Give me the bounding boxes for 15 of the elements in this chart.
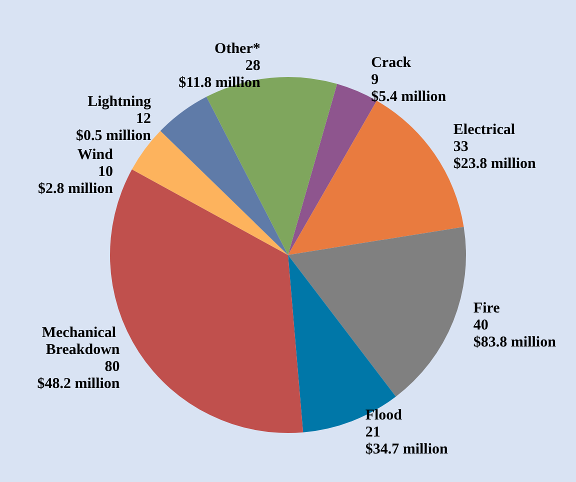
slice-label: Lightning	[88, 94, 152, 110]
slice-label: Electrical	[453, 122, 516, 138]
slice-label: Mechanical Breakdown	[42, 325, 120, 358]
data-label: 33 $23.8 million	[453, 139, 537, 172]
slice-label: Wind	[77, 146, 114, 163]
data-label: 10 $2.8 million	[38, 164, 114, 197]
data-label: 21 $34.7 million	[365, 424, 449, 458]
slice-label: Crack	[371, 55, 412, 72]
slice-label: Other*	[214, 40, 260, 57]
data-label: 80 $48.2 million	[37, 359, 120, 392]
data-label: 40 $83.8 million	[473, 318, 557, 351]
slice-label: Flood	[365, 407, 403, 424]
slice-label: Fire	[473, 300, 500, 317]
data-label: 12 $0.5 million	[76, 110, 152, 144]
data-label: 9 $5.4 million	[371, 72, 447, 106]
